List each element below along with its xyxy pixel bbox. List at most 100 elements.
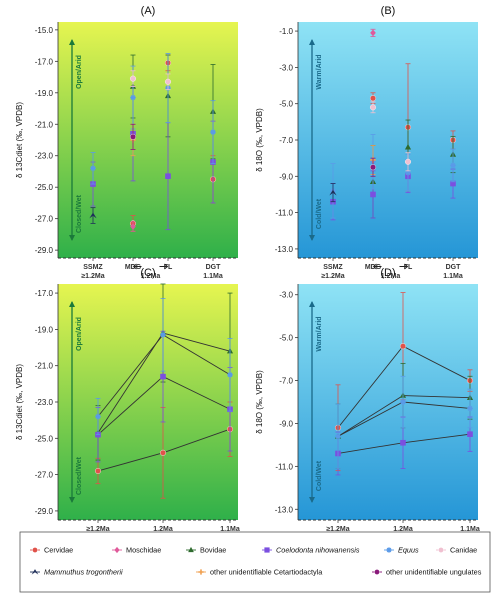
legend-label: Mammuthus trogontherii: [44, 568, 123, 577]
y-tick-label: -29.0: [35, 246, 54, 255]
x-tick-label: ≥1.2Ma: [86, 526, 109, 533]
bracket-label: 1.2Ma: [141, 273, 161, 280]
x-tick-label: FL: [164, 264, 173, 271]
data-point: [404, 143, 412, 150]
panel-title: (C): [140, 267, 155, 279]
data-point: [159, 449, 166, 456]
data-point: [467, 431, 473, 437]
x-tick-label: ≥1.2Ma: [326, 526, 349, 533]
x-tick-label: 1.1Ma: [220, 526, 240, 533]
climate-label-bottom: Cold/Wet: [316, 460, 323, 491]
data-point: [210, 129, 216, 135]
series-equus: [90, 53, 216, 185]
y-tick-label: -21.0: [35, 362, 54, 371]
legend-label: Equus: [398, 546, 419, 555]
data-point: [370, 164, 377, 171]
legend-marker: [198, 569, 204, 575]
y-tick-label: -19.0: [35, 325, 54, 334]
legend-label: Canidae: [450, 546, 477, 555]
series-canidae: [370, 101, 412, 172]
data-point: [95, 413, 101, 420]
legend-label: other unidentifiable ungulates: [386, 568, 482, 577]
legend-item-coelodonta-nihowanensis: Coelodonta nihowanensis: [262, 546, 360, 555]
x-tick-label: SSMZ: [83, 264, 103, 271]
data-point: [370, 95, 377, 102]
x-tick-label: 1.2Ma: [393, 526, 413, 533]
x-tick-sublabel: 1.1Ma: [203, 273, 223, 280]
y-tick-label: -23.0: [35, 398, 54, 407]
x-tick-label: FL: [404, 264, 413, 271]
data-point: [450, 180, 456, 187]
y-axis-label: δ 18O (‰, VPDB): [255, 370, 264, 434]
legend-item-equus: Equus: [384, 546, 419, 555]
data-point: [450, 162, 456, 169]
series-mammuthus-trogontherii: [329, 183, 337, 203]
legend-item-cervidae: Cervidae: [30, 546, 73, 555]
series-other-unidentifiable-ungulates: [370, 157, 377, 177]
legend-marker: [114, 546, 120, 554]
data-point: [370, 29, 376, 37]
y-tick-label: -5.0: [279, 334, 293, 343]
legend-item-bovidae: Bovidae: [186, 546, 226, 555]
y-axis-label: δ 18O (‰, VPDB): [255, 108, 264, 172]
y-tick-label: -9.0: [279, 419, 293, 428]
data-point: [94, 467, 101, 474]
panel-title: (D): [380, 267, 395, 279]
x-tick-sublabel: ≥1.2Ma: [81, 273, 104, 280]
series-mammuthus-trogontherii: [89, 207, 97, 224]
legend-marker: [374, 569, 380, 575]
x-tick-label: DGT: [446, 264, 462, 271]
y-tick-label: -13.0: [275, 245, 294, 254]
y-tick-label: -3.0: [279, 63, 293, 72]
series-moschidae: [130, 221, 136, 232]
data-point: [405, 158, 412, 165]
y-tick-label: -27.0: [35, 471, 54, 480]
data-point: [90, 165, 96, 172]
y-tick-label: -19.0: [35, 89, 54, 98]
data-point: [160, 373, 166, 380]
y-tick-label: -25.0: [35, 434, 54, 443]
y-tick-label: -9.0: [279, 172, 293, 181]
series-equus: [335, 375, 473, 469]
y-tick-label: -3.0: [279, 291, 293, 300]
data-point: [165, 173, 171, 179]
climate-label-top: Warm/Arid: [316, 54, 323, 89]
data-point: [370, 191, 376, 198]
climate-label-bottom: Closed/Wet: [76, 456, 83, 495]
legend-marker: [32, 547, 38, 553]
data-point: [130, 94, 136, 101]
y-axis-label: δ 13Cdiet (‰, VPDB): [15, 102, 24, 178]
bracket-arrow-right: [399, 263, 409, 270]
data-point: [329, 189, 337, 196]
legend-label: Coelodonta nihowanensis: [276, 546, 360, 555]
legend-label: Moschidae: [126, 546, 161, 555]
y-tick-label: -21.0: [35, 120, 54, 129]
data-point: [89, 212, 97, 219]
legend-label: other unidentifiable Cetartiodactyla: [210, 568, 323, 577]
series-canidae: [129, 70, 171, 91]
bracket-arrow-left: [372, 263, 382, 270]
legend-item-moschidae: Moschidae: [112, 546, 161, 555]
plot-area: [58, 284, 238, 520]
legend-item-other-unidentifiable-cetartiodactyla: other unidentifiable Cetartiodactyla: [196, 568, 323, 577]
climate-label-top: Open/Arid: [76, 317, 83, 351]
data-point: [370, 104, 377, 111]
legend-marker: [264, 547, 270, 553]
legend-item-other-unidentifiable-ungulates: other unidentifiable ungulates: [372, 568, 482, 577]
series-other-unidentifiable-ungulates: [129, 123, 136, 150]
x-tick-label: SSMZ: [323, 264, 343, 271]
x-tick-sublabel: ≥1.2Ma: [321, 273, 344, 280]
y-tick-label: -5.0: [279, 100, 293, 109]
y-tick-label: -29.0: [35, 507, 54, 516]
climate-label-top: Warm/Arid: [316, 316, 323, 351]
x-tick-label: MDG: [125, 264, 142, 271]
data-point: [164, 78, 171, 85]
y-tick-label: -7.0: [279, 377, 293, 386]
data-point: [129, 133, 136, 140]
legend: Cervidae Moschidae Bovidae Coelodonta nihow…: [19, 531, 491, 593]
legend-label: Cervidae: [44, 546, 73, 555]
panel-title: (B): [381, 5, 396, 17]
plot-area: [298, 284, 478, 520]
y-tick-label: -7.0: [279, 136, 293, 145]
